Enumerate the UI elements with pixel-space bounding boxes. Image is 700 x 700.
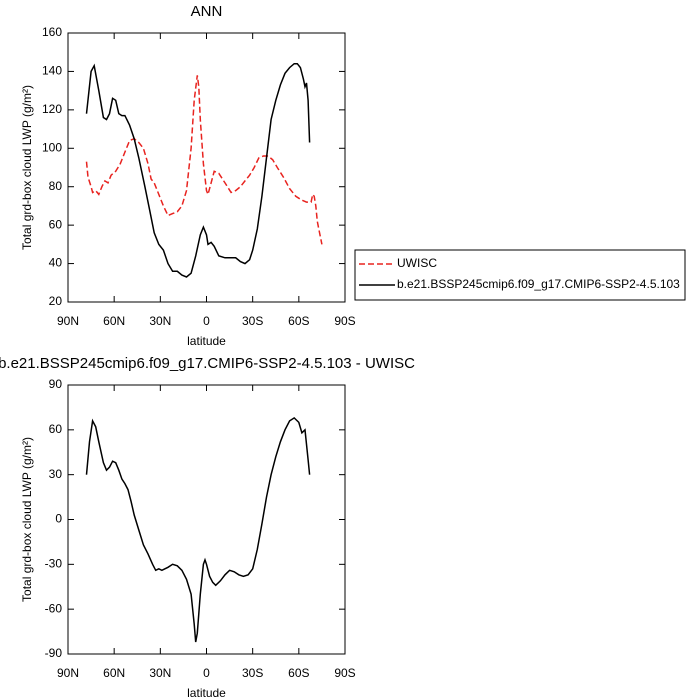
legend-box	[354, 249, 686, 301]
y-tick-label: 0	[55, 512, 62, 526]
x-tick-label: 90N	[57, 314, 79, 328]
y-tick-label: 30	[49, 467, 63, 481]
data-line	[85, 416, 311, 643]
y-tick-label: 140	[42, 64, 62, 78]
x-tick-label: 30N	[149, 666, 171, 680]
data-line	[85, 62, 311, 278]
y-axis-label: Total grd-box cloud LWP (g/m²)	[20, 437, 34, 602]
data-line	[85, 75, 323, 245]
y-tick-label: 100	[42, 140, 62, 154]
chart-title: b.e21.BSSP245cmip6.f09_g17.CMIP6-SSP2-4.…	[0, 355, 415, 372]
x-tick-label: 60N	[103, 666, 125, 680]
y-tick-label: 120	[42, 102, 62, 116]
legend-label: UWISC	[397, 256, 437, 270]
x-tick-label: 30N	[149, 314, 171, 328]
y-tick-label: 60	[49, 217, 63, 231]
x-tick-label: 60N	[103, 314, 125, 328]
y-tick-label: 160	[42, 25, 62, 39]
x-tick-label: 0	[203, 314, 210, 328]
x-tick-label: 30S	[242, 666, 263, 680]
x-tick-label: 60S	[288, 314, 309, 328]
x-tick-label: 90S	[334, 666, 355, 680]
plot-frame	[67, 32, 346, 303]
chart-title: ANN	[191, 3, 223, 20]
y-tick-label: -90	[45, 646, 63, 660]
y-tick-label: -30	[45, 557, 63, 571]
y-tick-label: 90	[49, 377, 63, 391]
y-tick-label: 80	[49, 179, 63, 193]
x-tick-label: 0	[203, 666, 210, 680]
x-tick-label: 90S	[334, 314, 355, 328]
y-tick-label: -60	[45, 601, 63, 615]
y-tick-label: 60	[49, 422, 63, 436]
plot-frame	[67, 384, 346, 655]
y-tick-label: 40	[49, 256, 63, 270]
y-axis-label: Total grd-box cloud LWP (g/m²)	[20, 85, 34, 250]
x-axis-label: latitude	[187, 686, 226, 700]
y-tick-label: 20	[49, 294, 63, 308]
x-tick-label: 30S	[242, 314, 263, 328]
x-tick-label: 60S	[288, 666, 309, 680]
x-axis-label: latitude	[187, 334, 226, 348]
x-tick-label: 90N	[57, 666, 79, 680]
legend-label: b.e21.BSSP245cmip6.f09_g17.CMIP6-SSP2-4.…	[397, 277, 680, 291]
